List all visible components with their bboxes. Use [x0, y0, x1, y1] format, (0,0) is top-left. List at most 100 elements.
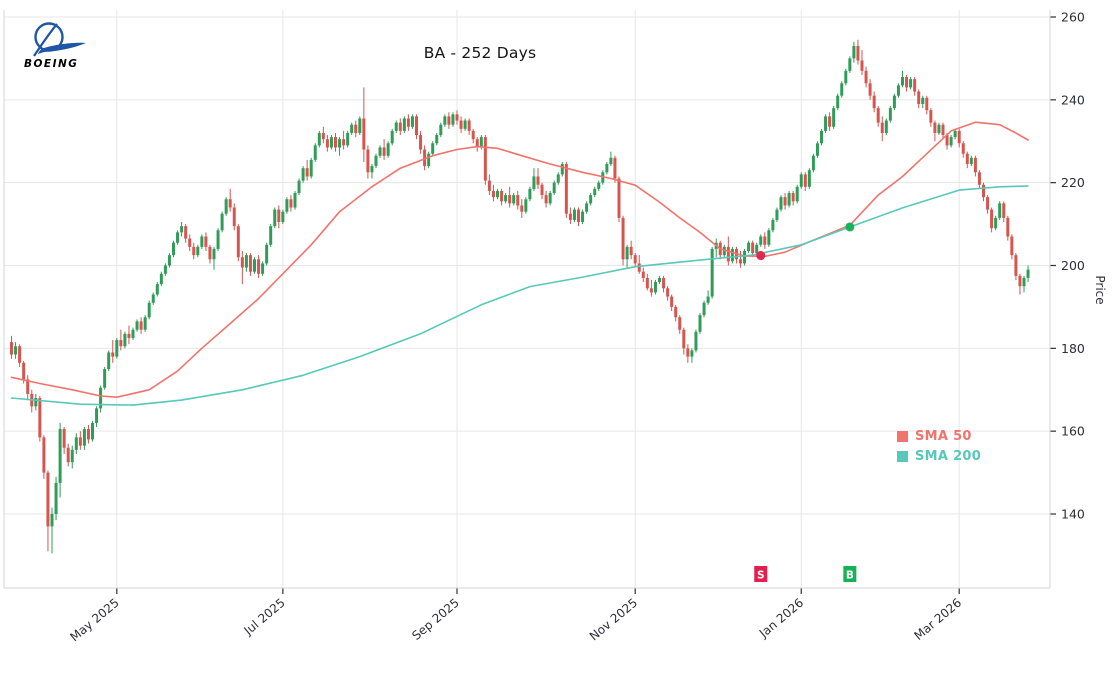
sma200-swatch — [897, 450, 908, 462]
x-tick-label: Sep 2025 — [409, 596, 462, 643]
candle-body-up — [581, 211, 585, 223]
candle-body-up — [504, 195, 508, 202]
candle-body-up — [301, 168, 305, 181]
sell-marker-badge[interactable] — [754, 566, 768, 582]
boeing-logo-icon — [33, 22, 86, 57]
candle-body-up — [220, 213, 224, 231]
candle-body-down — [965, 153, 969, 165]
candle-body-down — [508, 195, 512, 204]
candle-body-up — [836, 95, 840, 109]
candle-body-up — [297, 180, 301, 194]
sma50-line — [10, 121, 1029, 399]
candle-body-down — [500, 190, 504, 202]
sell-marker-label: S — [757, 570, 765, 582]
chart-title: BA - 252 Days — [423, 44, 537, 62]
candle-body-down — [111, 352, 115, 357]
candle-body-up — [909, 79, 913, 88]
candle-body-down — [617, 178, 621, 218]
candle-body-up — [402, 118, 406, 131]
candle-body-down — [739, 259, 742, 264]
candle-body-down — [46, 472, 50, 527]
candle-body-down — [637, 263, 641, 272]
candle-body-up — [747, 242, 751, 252]
candle-body-down — [686, 348, 690, 357]
candle-body-up — [180, 226, 184, 233]
candle-body-down — [325, 139, 329, 148]
candle-body-up — [921, 97, 925, 104]
candle-body-up — [840, 83, 844, 96]
y-tick-label: 200 — [1061, 258, 1085, 273]
candle-body-up — [698, 315, 702, 332]
candle-body-down — [139, 321, 143, 330]
candle-body-up — [431, 143, 435, 154]
candle-body-up — [795, 186, 799, 202]
candle-body-up — [896, 85, 900, 96]
candle-body-up — [556, 174, 560, 183]
candle-body-down — [828, 116, 832, 127]
candle-body-up — [451, 114, 455, 125]
candle-body-up — [852, 45, 856, 59]
candle-body-down — [22, 362, 26, 380]
candle-body-down — [783, 197, 787, 206]
candle-body-up — [690, 350, 694, 357]
candle-body-down — [204, 236, 208, 247]
candle-body-up — [70, 449, 74, 463]
y-tick-label: 140 — [1061, 507, 1085, 522]
sma200-line — [10, 185, 1029, 406]
candle-body-up — [848, 58, 852, 71]
candle-body-down — [678, 317, 682, 330]
candle-body-up — [386, 143, 390, 156]
candle-body-up — [901, 77, 904, 86]
candle-body-down — [18, 346, 22, 363]
candle-body-down — [423, 149, 427, 167]
buy-marker-badge[interactable] — [843, 566, 857, 582]
candle-body-down — [1018, 275, 1022, 287]
candle-body-up — [892, 95, 896, 109]
candle-body-up — [91, 422, 94, 440]
candle-body-up — [54, 482, 58, 514]
candle-body-down — [289, 199, 293, 208]
candle-body-down — [406, 118, 410, 127]
candle-body-up — [427, 153, 431, 167]
candle-body-down — [86, 429, 90, 440]
candle-body-down — [868, 83, 872, 96]
candle-body-down — [957, 130, 961, 144]
candle-body-up — [694, 331, 698, 351]
candle-body-down — [366, 149, 370, 173]
candle-body-up — [609, 157, 613, 165]
sma200-label: SMA 200 — [915, 448, 982, 464]
candle-body-down — [977, 172, 981, 185]
candle-body-down — [577, 209, 580, 223]
candle-body-up — [949, 137, 953, 146]
candle-body-up — [799, 174, 803, 187]
candle-body-down — [986, 197, 990, 210]
candle-body-down — [856, 45, 860, 61]
candle-body-up — [953, 130, 957, 138]
candle-body-up — [317, 132, 321, 146]
candle-body-down — [633, 255, 637, 264]
candle-body-down — [455, 114, 459, 121]
candle-body-down — [860, 60, 864, 71]
candle-body-down — [674, 306, 678, 318]
x-tick-label: Jan 2026 — [756, 596, 806, 641]
candle-body-up — [605, 164, 609, 173]
candle-body-up — [281, 211, 285, 223]
candle-body-down — [257, 259, 261, 274]
candle-body-down — [1006, 217, 1010, 237]
candle-body-up — [820, 130, 823, 144]
candle-body-down — [38, 398, 42, 438]
candle-body-up — [463, 120, 467, 129]
candle-body-down — [491, 190, 495, 198]
candle-body-up — [969, 157, 973, 165]
candle-body-up — [135, 321, 139, 330]
candle-body-down — [929, 110, 933, 123]
candle-body-up — [95, 408, 99, 423]
candle-body-up — [216, 230, 220, 249]
candle-body-up — [589, 195, 593, 204]
candle-body-up — [34, 398, 38, 407]
candle-body-up — [524, 199, 528, 212]
candle-body-up — [253, 259, 256, 272]
candle-body-up — [730, 248, 734, 262]
candle-body-down — [415, 116, 418, 136]
